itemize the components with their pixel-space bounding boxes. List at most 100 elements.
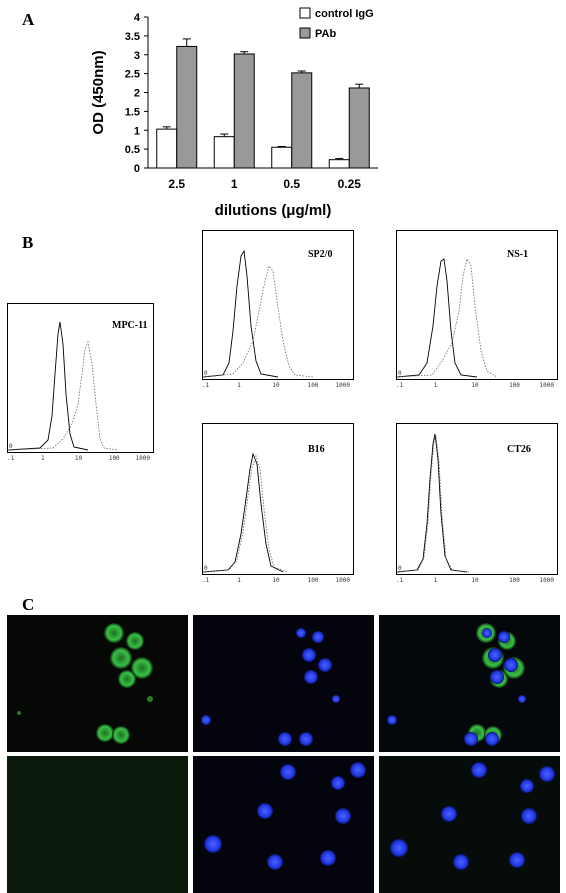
nucleus: [441, 806, 457, 822]
histogram-label: SP2/0: [308, 249, 333, 260]
histogram-mpc-11-plot: [8, 321, 119, 451]
histogram-pab-curve: [8, 340, 119, 451]
nucleus: [304, 670, 318, 684]
nucleus: [504, 658, 518, 672]
nucleus: [464, 732, 478, 746]
histogram-pab-curve: [397, 435, 470, 573]
histogram-x-tick-label: 100: [509, 577, 520, 584]
nucleus: [320, 850, 336, 866]
stained-cell: [147, 696, 153, 702]
micrograph-green-control: [7, 756, 188, 893]
y-tick-label: 2.5: [125, 69, 140, 81]
y-tick-label: 3.5: [125, 31, 140, 43]
histogram-x-tick-label: 1000: [540, 577, 555, 584]
nucleus: [278, 732, 292, 746]
histogram-y-origin-label: 0: [9, 443, 13, 450]
nucleus: [318, 658, 332, 672]
panel-label-b: B: [22, 233, 34, 252]
stained-cell: [96, 724, 114, 742]
histogram-x-tick-label: 1000: [136, 455, 151, 462]
histogram-x-tick-label: .1: [396, 382, 404, 389]
histogram-b16: B16: [202, 423, 354, 575]
y-tick-label: 0.5: [125, 144, 140, 156]
stained-cell: [131, 657, 153, 679]
y-axis-label: OD (450nm): [90, 50, 107, 134]
nucleus: [387, 715, 397, 725]
y-tick-label: 1.5: [125, 106, 140, 118]
x-tick-label: 0.25: [338, 177, 362, 191]
nucleus: [201, 715, 211, 725]
histogram-pab-curve: [203, 454, 288, 573]
stained-cell: [104, 623, 124, 643]
nucleus: [257, 803, 273, 819]
nucleus: [312, 631, 324, 643]
bar-chart: 0 0.5 1 1.5 2 2.5 3 3.5 4 2.5 1 0.5 0.25 dilutions (μ…: [90, 3, 385, 219]
histogram-b16-plot: [203, 452, 288, 573]
histogram-x-tick-label: 1: [434, 577, 438, 584]
micrograph-merged-pab: [379, 615, 560, 752]
nucleus: [539, 766, 555, 782]
nucleus: [518, 695, 526, 703]
histogram-y-origin-label: 0: [398, 370, 402, 377]
histogram-x-tick-label: 1000: [336, 577, 351, 584]
histogram-x-tick-label: 100: [308, 382, 319, 389]
nucleus: [267, 854, 283, 870]
nucleus: [471, 762, 487, 778]
x-tick-label: 1: [231, 177, 238, 191]
nucleus: [485, 732, 499, 746]
legend-swatch: [299, 27, 311, 39]
nucleus: [509, 852, 525, 868]
histogram-x-tick-label: 1: [237, 577, 241, 584]
histogram-ns-1-plot: [397, 257, 498, 378]
histogram-x-tick-label: 10: [272, 382, 280, 389]
stained-cell: [118, 670, 136, 688]
y-tick-label: 4: [134, 12, 141, 24]
nucleus: [521, 808, 537, 824]
y-tick-label: 3: [134, 50, 140, 62]
histogram-pab-curve: [397, 257, 498, 378]
x-tick-label: 0.5: [283, 177, 300, 191]
legend-label: control IgG: [315, 8, 374, 20]
micrograph-green-pab: [7, 615, 188, 752]
histogram-x-tick-label: 100: [308, 577, 319, 584]
panel-label-c: C: [22, 595, 35, 614]
nucleus: [299, 732, 313, 746]
histogram-x-tick-label: 1: [237, 382, 241, 389]
histogram-label: MPC-11: [112, 320, 148, 331]
nucleus: [520, 779, 534, 793]
legend-box: [297, 3, 385, 45]
stained-cell: [126, 632, 144, 650]
histogram-x-tick-label: 100: [109, 455, 120, 462]
nucleus: [498, 631, 510, 643]
nucleus: [335, 808, 351, 824]
micrograph-blue-nuclei-control: [193, 756, 374, 893]
histogram-control-curve: [203, 249, 279, 378]
histogram-x-tick-label: 10: [471, 382, 479, 389]
histogram-x-tick-label: 1: [41, 455, 45, 462]
nucleus: [332, 695, 340, 703]
legend-swatch: [299, 7, 311, 19]
histogram-x-tick-label: 1000: [540, 382, 555, 389]
histogram-ct26-plot: [397, 433, 470, 573]
x-tick-label: 2.5: [168, 177, 185, 191]
micrograph-merged-control: [379, 756, 560, 893]
histogram-control-curve: [8, 321, 89, 451]
histogram-label: CT26: [507, 444, 531, 455]
nucleus: [453, 854, 469, 870]
stained-cell: [17, 711, 21, 715]
histogram-x-tick-label: 10: [272, 577, 280, 584]
histogram-sp2-0-plot: [203, 249, 314, 378]
x-axis-label: dilutions (μg/ml): [215, 202, 332, 219]
stained-cell: [112, 726, 130, 744]
micrograph-blue-nuclei: [193, 615, 374, 752]
nucleus: [204, 835, 222, 853]
nucleus: [302, 648, 316, 662]
nucleus: [482, 628, 492, 638]
y-tick-label: 1: [134, 125, 140, 137]
histogram-sp2-0: SP2/0: [202, 230, 354, 380]
nucleus: [280, 764, 296, 780]
nucleus: [490, 670, 504, 684]
nucleus: [350, 762, 366, 778]
histogram-control-curve: [397, 258, 478, 378]
histogram-x-tick-label: 10: [75, 455, 83, 462]
